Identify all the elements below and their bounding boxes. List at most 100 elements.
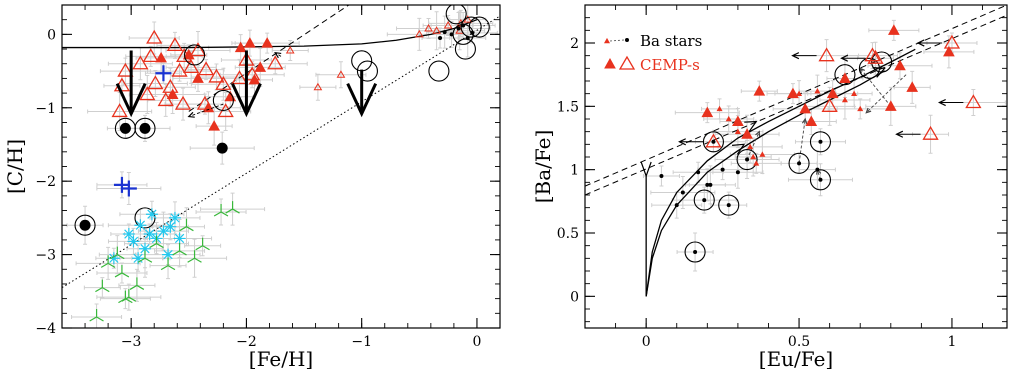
point-circled-5 <box>788 152 810 174</box>
point-circled-8 <box>184 44 206 66</box>
point-small-open-triangle-8 <box>424 23 433 32</box>
point-small-open-triangle-3 <box>432 26 441 34</box>
point-filled-triangle-legend-cemp-a <box>604 57 616 69</box>
model-line-dotted-2 <box>62 15 500 289</box>
point-black-dot-11 <box>745 157 750 162</box>
point-tripod-8 <box>149 235 164 249</box>
point-circled-0 <box>445 5 467 25</box>
left-arrow-head-3 <box>937 98 946 107</box>
left-arrow-head-4 <box>678 138 686 146</box>
point-open-triangle-2 <box>132 55 149 70</box>
point-filled-circle-2 <box>216 142 228 154</box>
point-tripod-7 <box>137 250 153 263</box>
point-asterisk-9 <box>164 220 177 233</box>
point-black-dot-3 <box>693 250 698 254</box>
point-filled-triangle-10 <box>943 45 955 57</box>
point-filled-triangle-8 <box>701 106 714 118</box>
x-tick-label: 1 <box>947 334 956 350</box>
point-small-open-triangle-0 <box>285 46 295 54</box>
point-tripod-1 <box>89 308 104 322</box>
point-filled-triangle-9 <box>732 115 744 127</box>
point-asterisk-12 <box>122 228 135 241</box>
point-circled-4 <box>736 148 758 171</box>
point-filled-triangle-1 <box>805 115 818 127</box>
point-circled-12 <box>74 214 96 236</box>
point-asterisk-13 <box>132 252 145 265</box>
point-asterisk-11 <box>173 232 186 245</box>
point-circled-3 <box>718 194 740 216</box>
point-asterisk-2 <box>134 219 147 232</box>
point-tripod-3 <box>110 246 125 260</box>
point-small-triangle-7 <box>841 96 848 103</box>
point-open-triangle-14 <box>215 75 232 90</box>
pair-link-head-0 <box>801 117 808 124</box>
pair-link-0 <box>798 118 806 164</box>
point-asterisk-1 <box>127 235 140 248</box>
legend-label-cemp-s: CEMP-s <box>640 56 700 74</box>
x-tick-label: −2 <box>236 334 257 350</box>
point-black-dot-1 <box>674 203 679 208</box>
point-small-triangle-2 <box>747 143 754 150</box>
left-arrow-head-1 <box>895 130 904 138</box>
point-black-dot-0 <box>438 36 443 41</box>
model-line-dashed-3 <box>585 5 1007 187</box>
point-filled-triangle-1 <box>192 72 204 83</box>
point-circled-1 <box>684 241 706 263</box>
point-filled-triangle-0 <box>182 48 195 60</box>
series-small-triangle <box>716 88 864 166</box>
point-open-triangle-15 <box>231 70 248 85</box>
point-small-triangle-10 <box>734 128 741 134</box>
small-arrow-0 <box>188 103 224 118</box>
error-bar <box>103 75 141 97</box>
point-tripod-16 <box>118 290 133 304</box>
series-filled-triangle <box>701 24 955 139</box>
point-black-dot-13 <box>818 139 823 144</box>
point-small-open-triangle-9 <box>313 82 323 91</box>
point-small-triangle-legend-ba-a <box>603 37 611 44</box>
point-asterisk-0 <box>107 252 120 265</box>
point-open-triangle-5 <box>965 94 982 109</box>
pair-link-3 <box>746 131 760 160</box>
series-open-triangle <box>705 34 982 148</box>
curve-arrow-1 <box>744 120 758 132</box>
point-filled-triangle-7 <box>254 61 267 72</box>
point-black-dot-7 <box>708 182 713 187</box>
point-open-triangle-2 <box>818 47 835 62</box>
point-tripod-11 <box>187 250 202 263</box>
x-tick-label: 0.5 <box>788 334 810 350</box>
point-black-dot-2 <box>680 190 685 195</box>
small-arrow-head-0 <box>187 111 195 118</box>
point-tripod-12 <box>195 237 210 251</box>
point-filled-triangle-0 <box>753 85 766 96</box>
point-black-dot-10 <box>735 170 740 175</box>
error-bar <box>107 47 173 81</box>
point-open-triangle-10 <box>182 59 200 74</box>
point-tripod-0 <box>95 279 110 293</box>
x-tick-label: 0 <box>642 334 651 350</box>
point-black-dot-14 <box>818 177 823 182</box>
point-small-triangle-3 <box>750 153 757 160</box>
pair-link-head-4 <box>865 107 872 114</box>
point-filled-triangle-13 <box>826 87 839 99</box>
point-filled-triangle-3 <box>839 72 851 83</box>
point-black-dot-6 <box>705 182 710 187</box>
point-open-triangle-13 <box>208 68 225 83</box>
point-tripod-14 <box>225 201 240 214</box>
point-filled-triangle-10 <box>155 51 167 63</box>
point-black-dot-5 <box>702 198 707 203</box>
error-bar <box>87 91 153 131</box>
point-open-triangle-1 <box>117 62 134 77</box>
point-small-open-triangle-2 <box>414 29 424 38</box>
series-filled-circle <box>79 122 228 231</box>
pair-link-head-2 <box>859 67 865 74</box>
point-circled-4 <box>454 38 476 60</box>
y-tick-label: −4 <box>35 321 56 337</box>
point-open-triangle-0 <box>705 133 722 148</box>
point-tripod-10 <box>172 242 187 256</box>
point-asterisk-5 <box>145 208 158 221</box>
point-black-dot-4 <box>696 170 701 175</box>
point-open-triangle-18 <box>174 95 192 110</box>
plot-area <box>62 5 500 328</box>
curve-arrow-0 <box>732 143 746 155</box>
